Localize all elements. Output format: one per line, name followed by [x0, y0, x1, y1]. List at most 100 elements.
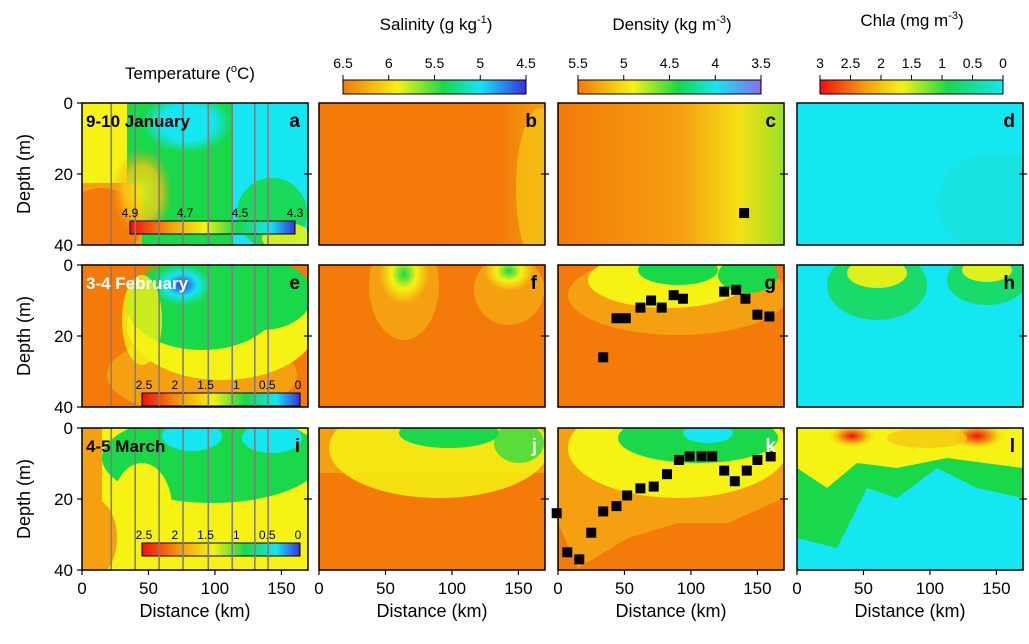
colorbar-tick-label: 0.5	[259, 528, 276, 542]
mld-marker	[620, 313, 631, 324]
y-tick-label: 40	[54, 236, 73, 255]
x-tick-label: 150	[267, 579, 295, 598]
mld-marker	[646, 295, 657, 306]
colorbar-tick-label: 3.5	[751, 55, 771, 71]
panel-letter: j	[531, 436, 537, 457]
colorbar-tick-label: 5.5	[568, 55, 588, 71]
x-axis-label: Distance (km)	[376, 601, 487, 621]
y-axis-label: Depth (m)	[14, 134, 34, 214]
colorbar-salinity: 6.5 6 5.5 5 4.5	[333, 55, 536, 95]
colorbar-tick-label: 2.5	[136, 528, 153, 542]
colorbar-tick-label: 3	[816, 55, 824, 71]
row-date-label: 3-4 February	[86, 274, 189, 293]
mld-marker	[662, 469, 673, 480]
mld-marker	[574, 554, 585, 565]
x-tick-label: 150	[743, 579, 771, 598]
mld-marker	[684, 451, 695, 462]
colorbar-tick-label: 4.7	[177, 206, 194, 220]
x-tick-label: 0	[553, 579, 562, 598]
col-title-temperature: Temperature (oC)	[125, 63, 255, 83]
panel-letter: e	[289, 273, 300, 294]
panel-e: 2.5 2 1.5 1 0.5 0	[82, 265, 308, 407]
colorbar-tick-label: 2	[171, 378, 178, 392]
x-tick-label: 100	[201, 579, 229, 598]
colorbar-tick-label: 1.5	[197, 528, 214, 542]
colorbar-tick-label: 0	[295, 378, 302, 392]
x-tick-label: 50	[376, 579, 395, 598]
panel-h	[797, 265, 1023, 407]
mld-marker	[740, 293, 751, 304]
panel-letter: i	[295, 436, 300, 457]
x-tick-label: 100	[916, 579, 944, 598]
panel-letter: a	[289, 111, 300, 132]
panel-f	[319, 265, 545, 407]
panel-a: 4.9 4.7 4.5 4.3	[82, 103, 308, 245]
panel-letter: k	[765, 436, 776, 457]
panel-letter: h	[1003, 273, 1015, 294]
y-tick-label: 20	[54, 327, 73, 346]
colorbar-tick-label: 2.5	[841, 55, 861, 71]
mld-marker	[598, 506, 609, 517]
y-tick-label: 0	[64, 256, 73, 275]
panel-letter: g	[764, 273, 776, 294]
y-axis-label: Depth (m)	[14, 459, 34, 539]
mld-marker	[765, 451, 776, 462]
x-tick-label: 0	[77, 579, 86, 598]
y-tick-label: 0	[64, 94, 73, 113]
mld-marker	[586, 527, 597, 538]
mld-marker	[622, 490, 633, 501]
colorbar-tick-label: 4.5	[660, 55, 680, 71]
x-tick-label: 50	[139, 579, 158, 598]
colorbar-tick-label: 6.5	[333, 55, 353, 71]
colorbar-tick-label: 5.5	[425, 55, 445, 71]
colorbar-tick-label: 0.5	[963, 55, 983, 71]
x-tick-label: 0	[792, 579, 801, 598]
panel-letter: b	[525, 111, 537, 132]
colorbar-tick-label: 1	[938, 55, 946, 71]
mld-marker	[611, 501, 622, 512]
colorbar-tick-label: 0.5	[259, 378, 276, 392]
mld-marker	[752, 454, 763, 465]
colorbar-tick-label: 5	[476, 55, 484, 71]
panel-letter: l	[1010, 436, 1015, 457]
panel-g	[558, 265, 784, 407]
x-tick-label: 0	[314, 579, 323, 598]
x-tick-label: 50	[615, 579, 634, 598]
colorbar-tick-label: 2.5	[136, 378, 153, 392]
colorbar-density: 5.5 5 4.5 4 3.5	[568, 55, 771, 95]
mld-marker	[719, 465, 730, 476]
row-date-label: 9-10 January	[86, 112, 190, 131]
panel-letter: f	[531, 273, 538, 294]
mld-marker	[731, 284, 742, 295]
mld-marker	[635, 302, 646, 313]
mld-marker	[729, 476, 740, 487]
mld-marker	[696, 451, 707, 462]
mld-marker	[611, 313, 622, 324]
panel-letter: d	[1003, 111, 1015, 132]
colorbar-tick-label: 2	[877, 55, 885, 71]
colorbar-tick-label: 2	[171, 528, 178, 542]
mld-marker	[707, 451, 718, 462]
panel-c	[558, 103, 784, 245]
colorbar-tick-label: 1.5	[902, 55, 922, 71]
mld-marker	[668, 290, 679, 301]
colorbar-tick-label: 1.5	[197, 378, 214, 392]
col-title-density: Density (kg m-3)	[612, 14, 731, 34]
panel-j	[319, 428, 545, 570]
colorbar-tick-label: 4.5	[232, 206, 249, 220]
mld-marker	[656, 302, 667, 313]
x-axis-label: Distance (km)	[854, 601, 965, 621]
panel-k	[551, 428, 784, 570]
mld-marker	[673, 454, 684, 465]
colorbar-tick-label: 1	[233, 528, 240, 542]
panel-letter: c	[765, 111, 776, 132]
x-tick-label: 100	[677, 579, 705, 598]
y-tick-label: 40	[54, 398, 73, 417]
mld-marker	[752, 309, 763, 320]
panel-l	[797, 428, 1023, 570]
y-tick-label: 20	[54, 490, 73, 509]
colorbar-tick-label: 5	[620, 55, 628, 71]
x-tick-label: 100	[438, 579, 466, 598]
panel-b	[319, 103, 545, 245]
